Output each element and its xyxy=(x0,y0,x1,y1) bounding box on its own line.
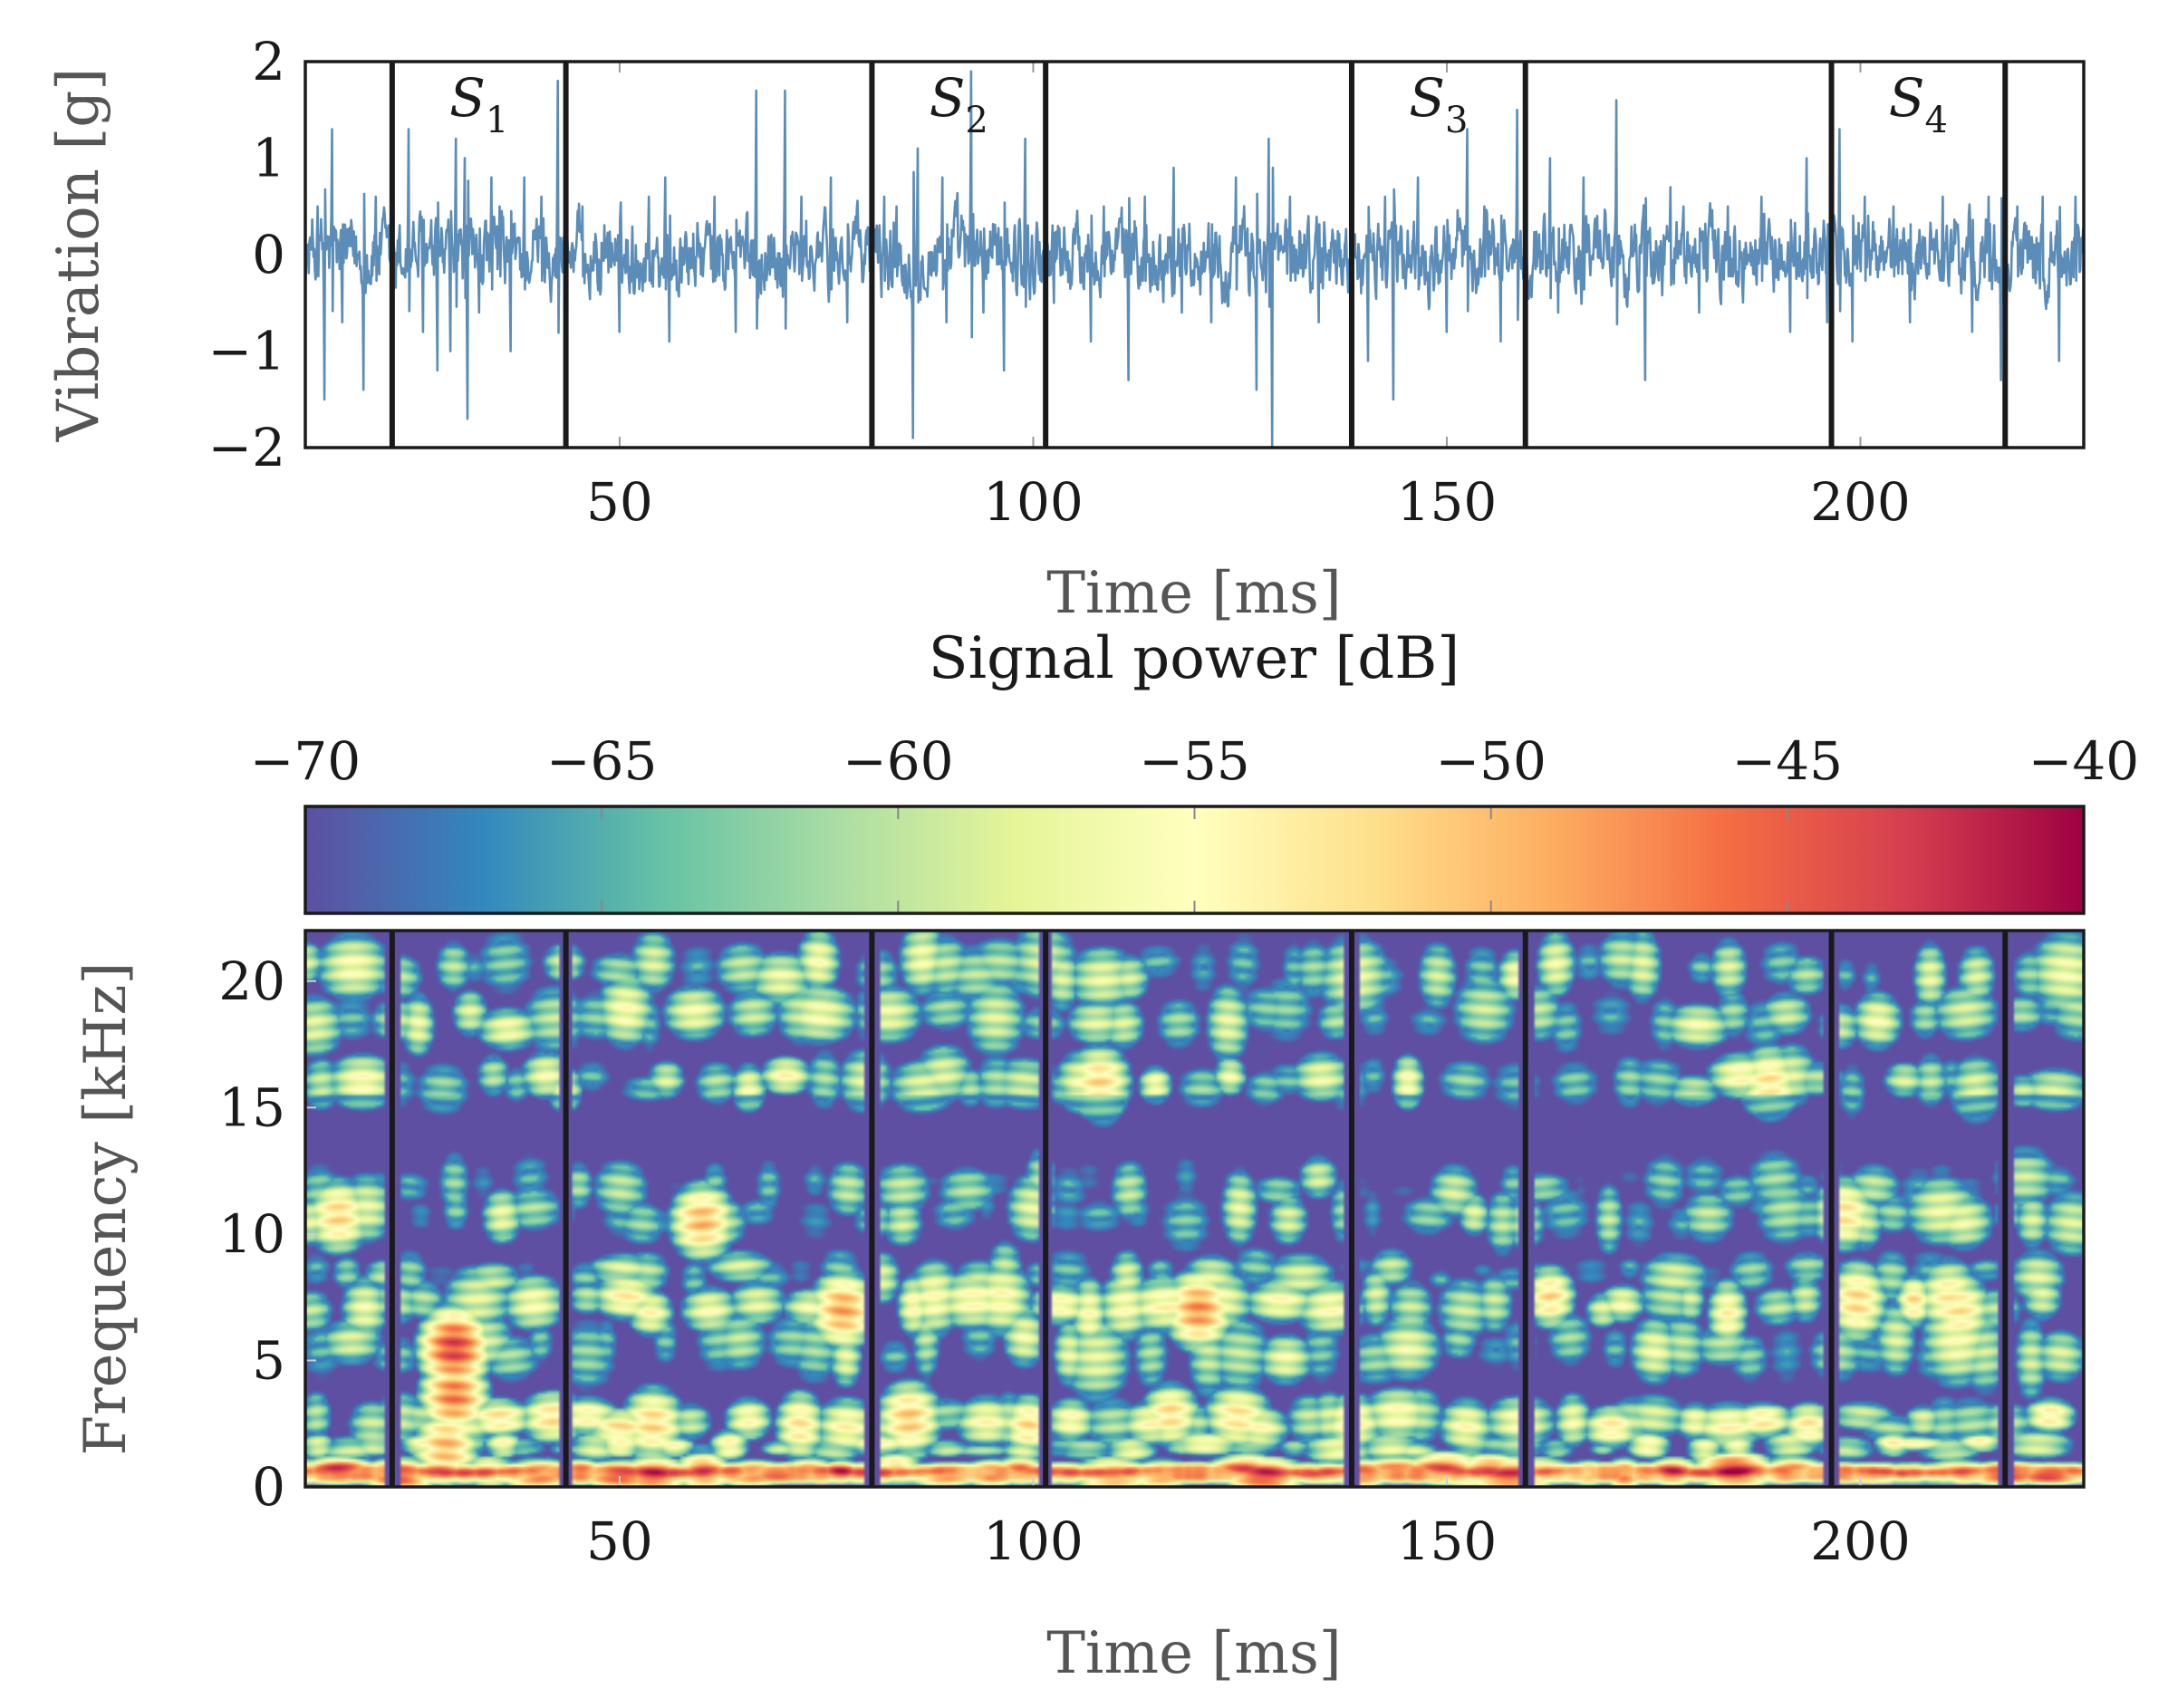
vibration-y-axis-label: Vibration [g] xyxy=(45,68,112,442)
segment-label: S2 xyxy=(930,67,988,141)
y-tick-label: 2 xyxy=(252,31,285,92)
colorbar-gradient xyxy=(305,806,2084,913)
spectrogram-frame xyxy=(304,929,2086,1489)
y-tick-label: 20 xyxy=(218,950,285,1012)
y-tick-label: 10 xyxy=(218,1203,285,1265)
vibration-plot-frame xyxy=(304,60,2086,449)
x-tick-label: 200 xyxy=(1810,1510,1911,1572)
colorbar-tick-label: −45 xyxy=(1732,730,1843,792)
vibration-panel: S1 S2 S3 S4 50 100 150 200 −2 −1 0 1 2 Time [ms] V… xyxy=(45,31,2086,627)
colorbar: Signal power [dB] −70 −65 −60 −55 −50 −45 −40 xyxy=(250,625,2139,915)
y-tick-label: 0 xyxy=(252,224,285,285)
y-tick-label: 0 xyxy=(252,1456,285,1518)
y-tick-label: 1 xyxy=(252,128,285,189)
x-tick-label: 100 xyxy=(983,1510,1084,1572)
spectrogram-x-axis-label: Time [ms] xyxy=(1046,1620,1342,1687)
colorbar-tick-label: −60 xyxy=(843,730,953,792)
colorbar-frame xyxy=(304,805,2086,915)
colorbar-tick-label: −65 xyxy=(546,730,657,792)
y-tick-label: −2 xyxy=(208,417,286,478)
x-tick-label: 100 xyxy=(983,471,1084,533)
y-tick-label: −1 xyxy=(208,321,286,382)
segment-label: S1 xyxy=(449,67,508,141)
vibration-segment-boundaries xyxy=(389,62,2009,448)
vibration-series-line xyxy=(305,70,2084,448)
spectrogram-panel: 50 100 150 200 0 5 10 15 20 Time [ms] Frequency… xyxy=(72,929,2086,1687)
spectrogram-y-tick-labels: 0 5 10 15 20 xyxy=(218,950,285,1518)
colorbar-title: Signal power [dB] xyxy=(929,625,1460,692)
vibration-segment-labels: S1 S2 S3 S4 xyxy=(449,67,1948,141)
colorbar-tick-labels: −70 −65 −60 −55 −50 −45 −40 xyxy=(250,730,2139,792)
spectrogram-y-axis-label: Frequency [kHz] xyxy=(72,962,140,1456)
x-tick-label: 200 xyxy=(1810,471,1911,533)
spectrogram-x-tick-labels: 50 100 150 200 xyxy=(586,1510,1911,1572)
x-tick-label: 150 xyxy=(1397,471,1498,533)
vibration-tick-marks xyxy=(618,62,1862,448)
colorbar-tick-label: −55 xyxy=(1139,730,1249,792)
x-tick-label: 50 xyxy=(586,1510,653,1572)
vibration-y-tick-labels: −2 −1 0 1 2 xyxy=(208,31,286,478)
vibration-x-axis-label: Time [ms] xyxy=(1046,560,1342,627)
vibration-x-tick-labels: 50 100 150 200 xyxy=(586,471,1911,533)
y-tick-label: 5 xyxy=(252,1329,285,1391)
colorbar-tick-label: −50 xyxy=(1435,730,1546,792)
x-tick-label: 150 xyxy=(1397,1510,1498,1572)
y-tick-label: 15 xyxy=(218,1076,285,1138)
segment-label: S3 xyxy=(1409,67,1468,141)
colorbar-tick-label: −70 xyxy=(250,730,361,792)
colorbar-tick-label: −40 xyxy=(2028,730,2139,792)
spectrogram-heatmap xyxy=(305,931,2084,1487)
spectrogram-segment-boundaries xyxy=(389,931,2009,1487)
x-tick-label: 50 xyxy=(586,471,653,533)
segment-label: S4 xyxy=(1889,67,1948,141)
